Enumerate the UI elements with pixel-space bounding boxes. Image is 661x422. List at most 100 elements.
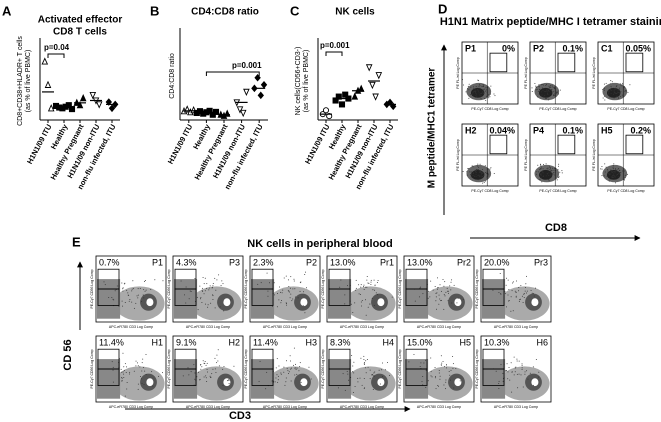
event-dot: [220, 285, 222, 287]
event-dot: [620, 96, 622, 98]
event-dot: [466, 174, 468, 176]
event-dot: [112, 381, 114, 383]
event-dot: [377, 280, 379, 282]
flow-plot: 4.3% P3 APC-eFl780 CD3 Log Comp PE-Cy7 CD56…: [167, 255, 244, 329]
event-dot: [112, 366, 114, 368]
event-dot: [513, 374, 515, 376]
event-dot: [354, 385, 356, 387]
plot-id: H4: [382, 337, 394, 347]
plot-id: P2: [533, 43, 544, 53]
event-dot: [352, 365, 354, 367]
event-dot: [542, 168, 544, 170]
event-dot: [199, 364, 201, 366]
event-dot: [200, 298, 202, 300]
event-dot: [489, 168, 491, 170]
y-axis-title: (as % of live PBMC): [25, 50, 32, 113]
plot-axis-label: APC-eFl780 CD3 Log Comp: [263, 405, 307, 409]
event-dot: [476, 89, 478, 91]
event-dot: [206, 380, 208, 382]
data-point: [108, 104, 116, 113]
event-dot: [124, 363, 126, 365]
event-dot: [267, 295, 269, 297]
event-dot: [481, 95, 483, 97]
cell-cloud: [377, 298, 385, 307]
event-dot: [538, 88, 540, 90]
event-dot: [611, 81, 613, 83]
event-dot: [546, 97, 548, 99]
event-dot: [278, 286, 280, 288]
event-dot: [521, 363, 523, 365]
event-dot: [212, 368, 214, 370]
event-dot: [614, 168, 616, 170]
event-dot: [299, 290, 301, 292]
flow-plot: 9.1% H2 APC-eFl780 CD3 Log Comp PE-Cy7 CD56…: [167, 335, 244, 409]
event-dot: [618, 88, 620, 90]
event-dot: [140, 375, 142, 377]
event-dot: [495, 370, 497, 372]
event-dot: [211, 287, 213, 289]
event-dot: [140, 300, 142, 302]
event-dot: [603, 87, 605, 89]
event-dot: [480, 95, 482, 97]
plot-axis-label: PE-Cy7 CD56 Log Comp: [90, 269, 94, 308]
event-dot: [203, 376, 205, 378]
plot-axis-label: APC-eFl780 CD3 Log Comp: [417, 325, 461, 329]
event-dot: [516, 360, 518, 362]
event-dot: [451, 302, 453, 304]
event-dot: [474, 175, 476, 177]
event-dot: [506, 277, 508, 279]
event-dot: [611, 170, 613, 172]
event-dot: [549, 89, 551, 91]
event-dot: [122, 288, 124, 290]
event-dot: [555, 92, 557, 94]
event-dot: [515, 366, 517, 368]
event-dot: [277, 375, 279, 377]
event-dot: [512, 310, 514, 312]
event-dot: [602, 88, 604, 90]
y-axis-title: CD4:CD8 ratio: [169, 53, 176, 99]
event-dot: [379, 383, 381, 385]
event-dot: [439, 298, 441, 300]
plot-axis-label: PE-Cy7 CD56 Log Comp: [167, 349, 171, 388]
event-dot: [135, 302, 137, 304]
event-dot: [483, 181, 485, 183]
event-dot: [462, 171, 464, 173]
event-dot: [299, 365, 301, 367]
event-dot: [615, 88, 617, 90]
event-dot: [295, 368, 297, 370]
event-dot: [544, 91, 546, 93]
event-dot: [296, 367, 298, 369]
event-dot: [546, 83, 548, 85]
cell-cloud: [146, 298, 154, 307]
cell-cloud: [191, 366, 242, 401]
event-dot: [472, 166, 474, 168]
event-dot: [485, 99, 487, 101]
event-dot: [289, 355, 291, 357]
event-dot: [481, 85, 483, 87]
event-dot: [547, 93, 549, 95]
event-dot: [208, 287, 210, 289]
event-dot: [344, 303, 346, 305]
event-dot: [499, 293, 501, 295]
event-dot: [550, 85, 552, 87]
event-dot: [611, 171, 613, 173]
event-dot: [445, 381, 447, 383]
event-dot: [482, 90, 484, 92]
event-dot: [532, 293, 534, 295]
event-dot: [475, 86, 477, 88]
event-dot: [514, 367, 516, 369]
event-dot: [477, 169, 479, 171]
event-dot: [470, 171, 472, 173]
event-dot: [365, 367, 367, 369]
event-dot: [217, 349, 219, 351]
event-dot: [214, 277, 216, 279]
event-dot: [609, 174, 611, 176]
event-dot: [462, 79, 464, 81]
event-dot: [218, 365, 220, 367]
event-dot: [558, 176, 560, 178]
event-dot: [500, 364, 502, 366]
event-dot: [123, 370, 125, 372]
event-dot: [607, 94, 609, 96]
event-dot: [419, 296, 421, 298]
event-dot: [275, 367, 277, 369]
